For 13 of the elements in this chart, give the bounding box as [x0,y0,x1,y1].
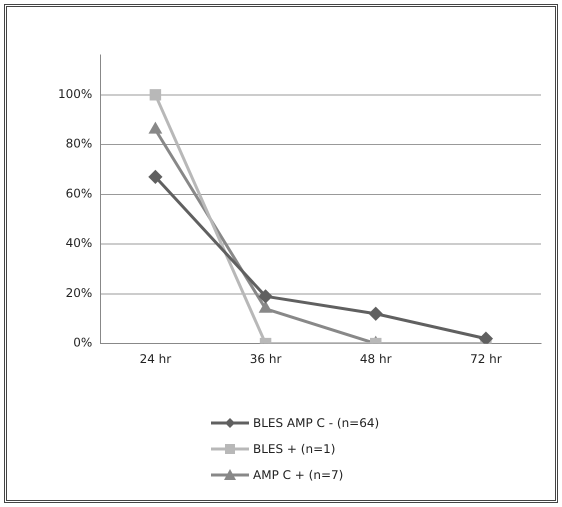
y-tick-label: 80% [66,136,92,151]
x-tick-label: 72 hr [470,352,502,366]
y-tick-label: 0% [73,336,92,350]
legend-label: BLES + (n=1) [253,442,336,456]
y-tick-label: 20% [66,286,92,300]
y-tick-label: 40% [66,236,92,250]
legend-label: AMP C + (n=7) [253,468,344,482]
y-tick-label: 100% [58,86,92,101]
x-tick-label: 36 hr [250,352,282,366]
legend-label: BLES AMP C - (n=64) [253,416,380,430]
x-tick-label: 48 hr [360,352,392,366]
x-tick-label: 24 hr [140,352,172,366]
y-tick-label: 60% [66,186,92,200]
